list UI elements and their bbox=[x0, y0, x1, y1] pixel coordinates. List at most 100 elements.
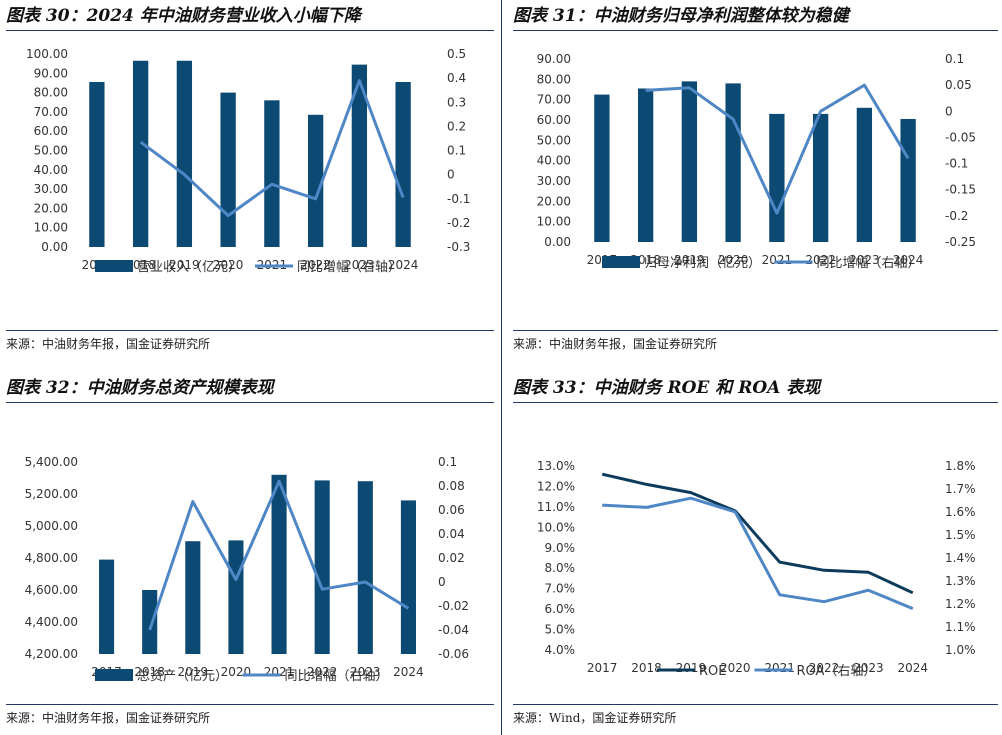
bar bbox=[185, 541, 201, 654]
x-tick-label: 2020 bbox=[720, 661, 751, 675]
x-tick-label: 2023 bbox=[344, 258, 375, 272]
legend: ROE ROA（右轴） bbox=[657, 664, 876, 679]
legend-label: 总资产（亿元） bbox=[137, 669, 228, 684]
x-tick-label: 2022 bbox=[300, 258, 331, 272]
y-right-tick-label: -0.05 bbox=[945, 130, 976, 144]
legend-label: ROA（右轴） bbox=[797, 664, 877, 679]
y-left-tick-label: 11.0% bbox=[537, 500, 575, 514]
chart-source: 来源：Wind，国金证券研究所 bbox=[513, 704, 998, 733]
x-tick-label: 2021 bbox=[762, 253, 793, 267]
y-right-tick-label: 0.02 bbox=[438, 551, 465, 565]
y-right-tick-label: 1.3% bbox=[945, 574, 976, 588]
y-right-tick-label: -0.1 bbox=[447, 192, 470, 206]
bar bbox=[220, 92, 236, 247]
x-tick-label: 2019 bbox=[674, 253, 705, 267]
legend-label: 同比增幅（右轴） bbox=[285, 669, 389, 684]
y-left-tick-label: 60.00 bbox=[537, 113, 571, 127]
y-right-tick-label: 1.5% bbox=[945, 528, 976, 542]
y-left-tick-label: 5,000.00 bbox=[25, 519, 78, 533]
y-right-tick-label: 1.7% bbox=[945, 482, 976, 496]
panel-divider bbox=[501, 0, 502, 735]
legend-swatch bbox=[95, 669, 133, 681]
bar bbox=[132, 60, 149, 247]
bar bbox=[314, 480, 330, 654]
y-right-tick-label: 0.08 bbox=[438, 479, 465, 493]
series-line bbox=[602, 496, 914, 610]
x-tick-label: 2018 bbox=[134, 665, 165, 679]
y-right-tick-label: -0.1 bbox=[945, 157, 968, 171]
legend: 归母净利润（亿元） 同比增幅（右轴） bbox=[602, 256, 921, 271]
y-left-tick-label: 6.0% bbox=[545, 602, 576, 616]
y-left-tick-label: 4,600.00 bbox=[25, 583, 78, 597]
legend-label: 归母净利润（亿元） bbox=[644, 256, 761, 271]
y-right-tick-label: 1.1% bbox=[945, 620, 976, 634]
y-right-tick-label: -0.15 bbox=[945, 183, 976, 197]
chart-source: 来源：中油财务年报，国金证券研究所 bbox=[513, 330, 998, 359]
chart-title: 图表 31：中油财务归母净利润整体较为稳健 bbox=[513, 4, 998, 31]
y-left-tick-label: 8.0% bbox=[545, 561, 576, 575]
y-left-tick-label: 4,800.00 bbox=[25, 551, 78, 565]
x-tick-label: 2022 bbox=[809, 661, 840, 675]
y-right-tick-label: 0.3 bbox=[447, 95, 466, 109]
y-right-tick-label: 0.05 bbox=[945, 78, 972, 92]
legend-label: 同比增幅（右轴） bbox=[817, 256, 921, 271]
bar bbox=[271, 474, 287, 654]
legend-label: 营业收入（亿元） bbox=[137, 260, 241, 275]
y-right-tick-label: -0.25 bbox=[945, 235, 976, 249]
bar bbox=[228, 540, 244, 654]
y-left-tick-label: 5,400.00 bbox=[25, 455, 78, 469]
x-tick-label: 2022 bbox=[805, 253, 836, 267]
bar bbox=[725, 83, 741, 243]
x-tick-label: 2019 bbox=[178, 665, 209, 679]
y-right-tick-label: 0 bbox=[945, 104, 953, 118]
bar bbox=[681, 81, 698, 242]
legend-swatch bbox=[602, 256, 640, 268]
legend-label: ROE bbox=[699, 664, 726, 679]
y-left-tick-label: 10.00 bbox=[537, 215, 571, 229]
x-tick-label: 2024 bbox=[893, 253, 924, 267]
y-left-tick-label: 90.00 bbox=[34, 66, 68, 80]
series-line bbox=[601, 472, 914, 595]
y-left-tick-label: 30.00 bbox=[34, 182, 68, 196]
x-tick-label: 2021 bbox=[764, 661, 795, 675]
y-left-tick-label: 0.00 bbox=[544, 235, 571, 249]
bar bbox=[99, 559, 115, 654]
y-left-tick-label: 5.0% bbox=[545, 623, 576, 637]
y-left-tick-label: 40.00 bbox=[34, 163, 68, 177]
y-right-tick-label: 0.1 bbox=[447, 144, 466, 158]
y-right-tick-label: 0 bbox=[447, 168, 455, 182]
chart-svg: 4.0% 5.0% 6.0% 7.0% 8.0% 9.0% 10.0% 11.0% 12.0% 1… bbox=[537, 459, 976, 679]
legend: 总资产（亿元） 同比增幅（右轴） bbox=[95, 669, 389, 684]
y-left-tick-label: 4.0% bbox=[545, 643, 576, 657]
x-tick-label: 2024 bbox=[388, 258, 419, 272]
legend-swatch bbox=[95, 260, 133, 272]
legend: 营业收入（亿元） 同比增幅（右轴） bbox=[95, 260, 401, 275]
y-left-tick-label: 30.00 bbox=[537, 174, 571, 188]
bar bbox=[812, 113, 829, 243]
bar bbox=[594, 94, 610, 242]
x-tick-label: 2017 bbox=[587, 661, 618, 675]
x-tick-label: 2018 bbox=[631, 661, 662, 675]
series-line bbox=[645, 83, 910, 215]
bar bbox=[637, 88, 654, 242]
chart-panel-32: 图表 32：中油财务总资产规模表现 4,200.00 4,400.00 4,600.… bbox=[0, 372, 498, 735]
bar bbox=[351, 64, 368, 247]
y-left-tick-label: 12.0% bbox=[537, 479, 575, 493]
y-left-tick-label: 100.00 bbox=[26, 47, 68, 61]
x-tick-label: 2019 bbox=[169, 258, 200, 272]
y-left-tick-label: 70.00 bbox=[34, 105, 68, 119]
y-right-tick-label: 0.4 bbox=[447, 71, 466, 85]
y-left-tick-label: 5,200.00 bbox=[25, 487, 78, 501]
bar bbox=[856, 107, 873, 242]
y-left-tick-label: 4,400.00 bbox=[25, 615, 78, 629]
x-tick-label: 2023 bbox=[350, 665, 381, 679]
y-left-tick-label: 20.00 bbox=[34, 201, 68, 215]
bar bbox=[307, 114, 324, 247]
y-right-tick-label: -0.04 bbox=[438, 623, 469, 637]
y-right-tick-label: 0.1 bbox=[945, 52, 964, 66]
y-left-tick-label: 10.0% bbox=[537, 520, 575, 534]
y-left-tick-label: 50.00 bbox=[537, 133, 571, 147]
series-line bbox=[148, 479, 410, 631]
x-tick-label: 2020 bbox=[718, 253, 749, 267]
y-left-tick-label: 13.0% bbox=[537, 459, 575, 473]
